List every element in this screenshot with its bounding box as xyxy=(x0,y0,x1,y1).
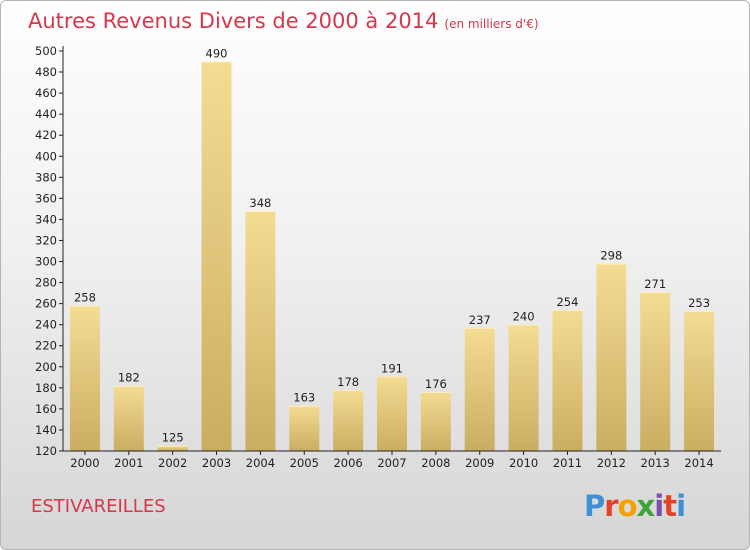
x-tick-label-2005: 2005 xyxy=(290,456,319,470)
bar-2005 xyxy=(289,405,320,451)
logo-letter: P xyxy=(584,489,605,523)
y-tick-label: 340 xyxy=(35,212,57,226)
x-tick-label-2007: 2007 xyxy=(377,456,406,470)
logo-letter: i xyxy=(676,489,686,523)
value-label-2003: 490 xyxy=(206,47,228,61)
y-tick-label: 300 xyxy=(35,255,57,269)
value-label-2013: 271 xyxy=(644,277,666,291)
commune-name: ESTIVAREILLES xyxy=(31,496,166,517)
y-tick-label: 460 xyxy=(35,86,57,100)
bar-2003 xyxy=(201,61,232,452)
bar-2007 xyxy=(377,376,407,451)
x-tick-label-2008: 2008 xyxy=(421,456,450,470)
value-label-2001: 182 xyxy=(118,371,140,385)
bar-2004 xyxy=(245,211,276,451)
logo-letter: r xyxy=(604,489,618,523)
logo-letter: i xyxy=(654,489,664,523)
x-tick-label-2003: 2003 xyxy=(202,456,231,470)
y-tick-label: 280 xyxy=(35,276,57,290)
x-tick-label-2010: 2010 xyxy=(509,456,538,470)
y-tick-label: 200 xyxy=(35,360,57,374)
x-tick-label-2012: 2012 xyxy=(597,456,626,470)
bar-2002 xyxy=(157,445,188,451)
value-label-2012: 298 xyxy=(600,249,622,263)
x-tick-label-2006: 2006 xyxy=(333,456,362,470)
bar-2013 xyxy=(640,292,671,451)
chart-title: Autres Revenus Divers de 2000 à 2014 (en … xyxy=(28,9,539,33)
value-label-2004: 348 xyxy=(249,196,271,210)
y-tick-label: 400 xyxy=(35,149,57,163)
value-label-2002: 125 xyxy=(162,431,184,445)
x-tick-label-2004: 2004 xyxy=(246,456,275,470)
y-tick-label: 240 xyxy=(35,318,57,332)
y-tick-label: 360 xyxy=(35,191,57,205)
value-label-2007: 191 xyxy=(381,361,403,375)
y-tick-label: 180 xyxy=(35,381,57,395)
bar-2000 xyxy=(69,305,100,451)
chart-title-text: Autres Revenus Divers de 2000 à 2014 xyxy=(28,9,439,33)
y-tick-label: 260 xyxy=(35,297,57,311)
y-tick-label: 320 xyxy=(35,233,57,247)
bar-2012 xyxy=(596,263,627,451)
value-label-2011: 254 xyxy=(556,295,578,309)
axes-group: 120 140 160 180 200 220 240 260 280 300 320 340 360 3… xyxy=(35,44,721,470)
logo-letter: t xyxy=(663,489,677,523)
value-label-2010: 240 xyxy=(513,310,535,324)
y-tick-label: 380 xyxy=(35,170,57,184)
y-tick-label: 220 xyxy=(35,339,57,353)
bar-2009 xyxy=(464,327,495,451)
bar-2014 xyxy=(684,311,715,451)
x-tick-label-2011: 2011 xyxy=(553,456,582,470)
value-label-2000: 258 xyxy=(74,291,96,305)
y-tick-label: 420 xyxy=(35,128,57,142)
logo-letter: x xyxy=(636,489,656,523)
value-label-2009: 237 xyxy=(469,313,491,327)
bar-2006 xyxy=(333,389,364,451)
value-label-2014: 253 xyxy=(688,296,710,310)
x-tick-label-2001: 2001 xyxy=(114,456,143,470)
proxiti-logo: Proxiti xyxy=(584,489,686,523)
x-tick-label-2002: 2002 xyxy=(158,456,187,470)
x-tick-label-2013: 2013 xyxy=(641,456,670,470)
bar-2008 xyxy=(420,392,451,451)
value-label-2005: 163 xyxy=(293,391,315,405)
y-tick-label: 480 xyxy=(35,65,57,79)
bar-2001 xyxy=(113,385,144,451)
y-tick-label: 160 xyxy=(35,402,57,416)
y-tick-label: 500 xyxy=(35,44,57,58)
logo-letter: o xyxy=(617,489,638,523)
x-tick-label-2000: 2000 xyxy=(70,456,99,470)
value-label-2006: 178 xyxy=(337,375,359,389)
chart-subtitle: (en milliers d'€) xyxy=(444,17,539,31)
x-tick-label-2009: 2009 xyxy=(465,456,494,470)
y-tick-label: 140 xyxy=(35,423,57,437)
bar-2010 xyxy=(508,324,539,451)
bars-group: 258 182 125 490 348 163 178 191 176 237 240 254 298 2… xyxy=(69,47,715,452)
x-tick-label-2014: 2014 xyxy=(684,456,713,470)
bar-2011 xyxy=(552,309,583,451)
value-label-2008: 176 xyxy=(425,377,447,391)
y-tick-label: 440 xyxy=(35,107,57,121)
y-tick-label: 120 xyxy=(35,444,57,458)
